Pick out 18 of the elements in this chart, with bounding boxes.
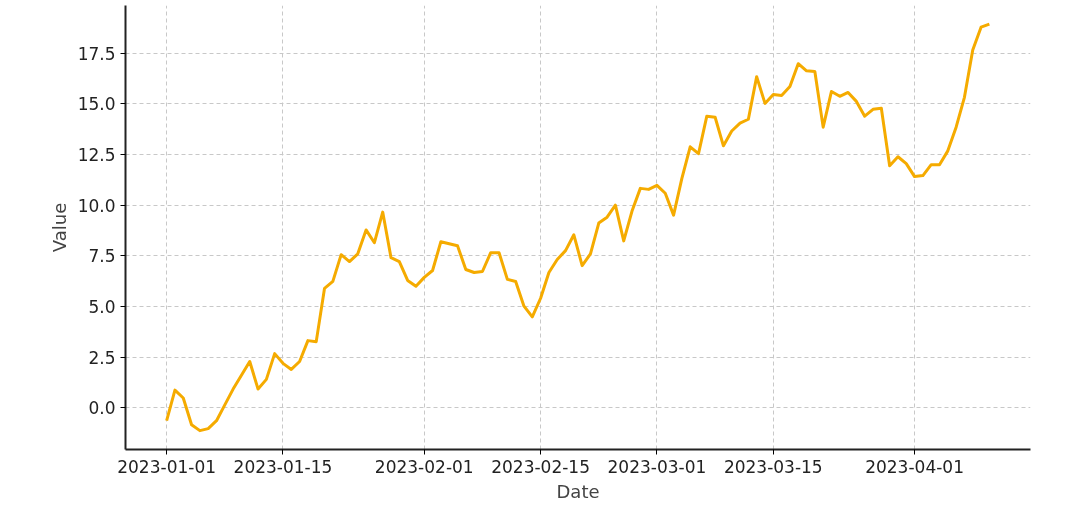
x-tick-label: 2023-01-01: [117, 456, 217, 477]
x-tick-label: 2023-01-15: [233, 456, 333, 477]
x-tick-label: 2023-02-15: [491, 456, 590, 477]
y-tick-label: 0.0: [88, 398, 116, 419]
y-tick-label: 10.0: [77, 195, 116, 216]
y-tick-label: 12.5: [77, 145, 116, 166]
y-tick-label: 2.5: [88, 347, 116, 368]
y-tick-label: 7.5: [88, 246, 116, 267]
line-series: [165, 22, 991, 433]
x-tick-label: 2023-03-01: [607, 456, 707, 477]
x-axis-title: Date: [556, 480, 600, 502]
x-tick-label: 2023-04-01: [865, 456, 964, 477]
y-tick-label: 17.5: [77, 43, 116, 64]
x-tick-label: 2023-02-01: [374, 456, 474, 477]
y-axis-title: Value: [48, 202, 70, 253]
x-tick-label: 2023-03-15: [723, 456, 823, 477]
y-tick-label: 15.0: [77, 94, 116, 115]
y-tick-label: 5.0: [88, 297, 116, 318]
